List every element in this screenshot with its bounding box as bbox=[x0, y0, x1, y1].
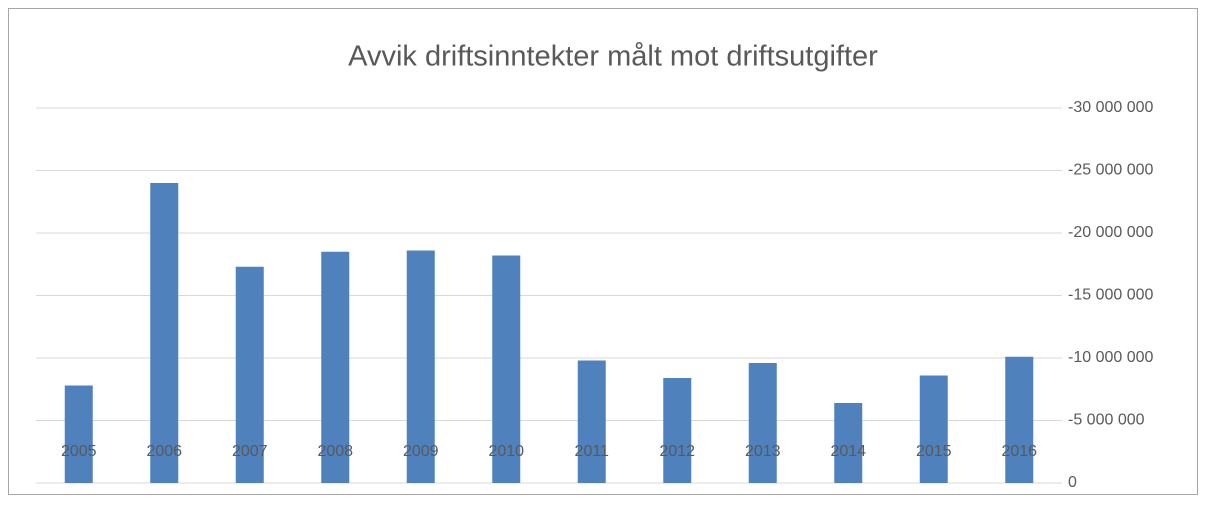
bar bbox=[150, 183, 179, 483]
bar bbox=[748, 363, 777, 483]
x-tick-label: 2006 bbox=[146, 443, 182, 460]
bar bbox=[1005, 356, 1034, 483]
bar bbox=[321, 251, 350, 483]
y-tick-label: -20 000 000 bbox=[1068, 224, 1154, 241]
x-tick-label: 2005 bbox=[61, 443, 97, 460]
bar bbox=[235, 266, 264, 483]
y-tick-label: -5 000 000 bbox=[1068, 412, 1145, 429]
bar bbox=[834, 403, 863, 483]
x-tick-label: 2009 bbox=[403, 443, 439, 460]
x-tick-label: 2008 bbox=[317, 443, 353, 460]
x-tick-label: 2010 bbox=[488, 443, 524, 460]
y-tick-label: -30 000 000 bbox=[1068, 99, 1154, 116]
chart-title: Avvik driftsinntekter målt mot driftsutg… bbox=[348, 41, 878, 73]
x-tick-label: 2007 bbox=[232, 443, 268, 460]
x-tick-label: 2015 bbox=[916, 443, 952, 460]
y-tick-label: 0 bbox=[1068, 474, 1077, 491]
x-tick-label: 2014 bbox=[830, 443, 866, 460]
bar bbox=[406, 250, 435, 483]
y-tick-label: -25 000 000 bbox=[1068, 162, 1154, 179]
x-tick-label: 2012 bbox=[659, 443, 695, 460]
y-tick-label: -15 000 000 bbox=[1068, 287, 1154, 304]
bar bbox=[663, 378, 692, 483]
x-tick-label: 2011 bbox=[575, 443, 610, 460]
y-tick-label: -10 000 000 bbox=[1068, 349, 1154, 366]
bar bbox=[64, 385, 93, 483]
x-tick-label: 2013 bbox=[745, 443, 781, 460]
x-tick-label: 2016 bbox=[1001, 443, 1037, 460]
bar bbox=[919, 375, 948, 483]
bar bbox=[492, 255, 521, 483]
bar bbox=[577, 360, 606, 483]
